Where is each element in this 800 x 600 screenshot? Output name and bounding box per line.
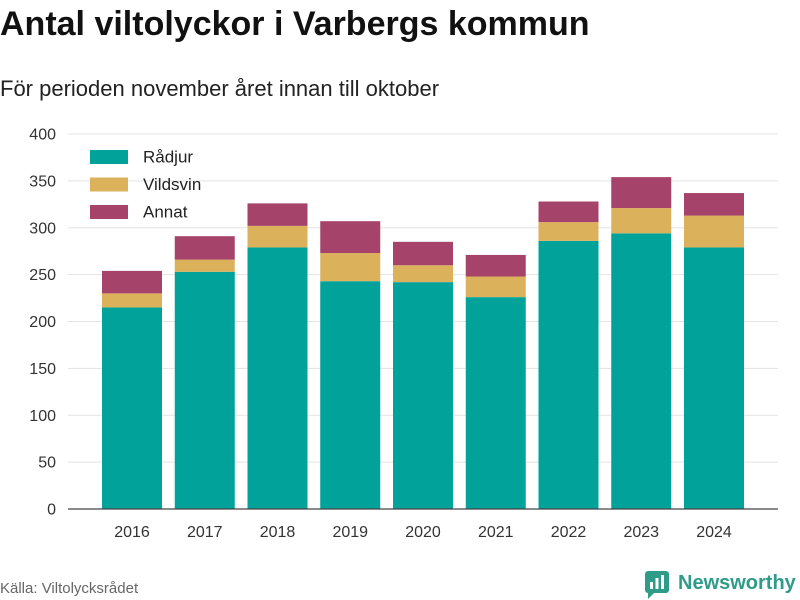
bar-segment-vildsvin-2020 (393, 265, 453, 283)
bar-segment-annat-2016 (102, 270, 162, 294)
bar-segment-radjur-2020 (393, 282, 453, 509)
bar-chart-icon (645, 571, 669, 599)
bar-segment-annat-2022 (538, 201, 599, 223)
x-tick-label-2020: 2020 (405, 524, 441, 541)
bar-segment-vildsvin-2023 (611, 208, 672, 234)
x-tick-label-2017: 2017 (187, 524, 223, 541)
bar-segment-vildsvin-2017 (174, 259, 235, 272)
bar-segment-annat-2024 (684, 193, 744, 216)
x-tick-label-2023: 2023 (623, 524, 659, 541)
legend-swatch-vildsvin (90, 177, 128, 192)
y-tick-label-400: 400 (29, 127, 56, 144)
legend-label-annat: Annat (143, 203, 188, 222)
legend: Rådjur Vildsvin Annat (90, 148, 201, 222)
bar-segment-radjur-2022 (538, 240, 599, 509)
y-tick-label-350: 350 (29, 173, 56, 190)
x-tick-label-2021: 2021 (478, 524, 514, 541)
legend-label-vildsvin: Vildsvin (143, 175, 201, 194)
bar-segment-radjur-2023 (611, 233, 672, 509)
bar-segment-annat-2021 (465, 254, 526, 277)
bar-segment-radjur-2024 (684, 247, 744, 509)
bar-segment-annat-2019 (320, 221, 381, 254)
x-tick-label-2018: 2018 (260, 524, 296, 541)
legend-swatch-annat (90, 205, 128, 219)
bar-segment-annat-2017 (174, 236, 235, 260)
legend-label-radjur: Rådjur (143, 148, 193, 167)
bar-segment-annat-2020 (393, 241, 453, 266)
y-tick-label-150: 150 (29, 361, 56, 378)
bar-segment-radjur-2018 (247, 247, 308, 509)
logo-text: Newsworthy (678, 572, 796, 594)
bar-segment-vildsvin-2024 (684, 215, 744, 248)
y-tick-label-250: 250 (29, 267, 56, 284)
source-note: Källa: Viltolycksrådet (0, 580, 139, 597)
bar-segment-vildsvin-2022 (538, 222, 599, 241)
x-tick-label-2022: 2022 (551, 524, 587, 541)
x-tick-label-2016: 2016 (114, 524, 150, 541)
bar-segment-radjur-2021 (465, 297, 526, 509)
bar-segment-vildsvin-2019 (320, 253, 381, 282)
bar-segment-radjur-2019 (320, 281, 381, 509)
x-tick-label-2024: 2024 (696, 524, 732, 541)
bar-segment-annat-2018 (247, 203, 308, 226)
bar-segment-annat-2023 (611, 177, 672, 209)
y-tick-label-100: 100 (29, 408, 56, 425)
bar-segment-radjur-2017 (174, 271, 235, 509)
bar-segment-radjur-2016 (102, 307, 162, 509)
bar-segment-vildsvin-2021 (465, 276, 526, 298)
bars (102, 177, 744, 509)
y-tick-label-50: 50 (38, 455, 56, 472)
bar-segment-vildsvin-2016 (102, 293, 162, 308)
y-tick-label-0: 0 (47, 502, 56, 519)
chart-subtitle: För perioden november året innan till ok… (0, 76, 440, 101)
y-tick-label-300: 300 (29, 220, 56, 237)
legend-swatch-radjur (90, 150, 128, 164)
x-tick-label-2019: 2019 (332, 524, 368, 541)
y-tick-label-200: 200 (29, 314, 56, 331)
bar-segment-vildsvin-2018 (247, 225, 308, 248)
axes: 0 50 100 150 200 250 300 350 400 2016 2017 2018 2019… (29, 127, 778, 541)
chart-title: Antal viltolyckor i Varbergs kommun (0, 5, 590, 43)
